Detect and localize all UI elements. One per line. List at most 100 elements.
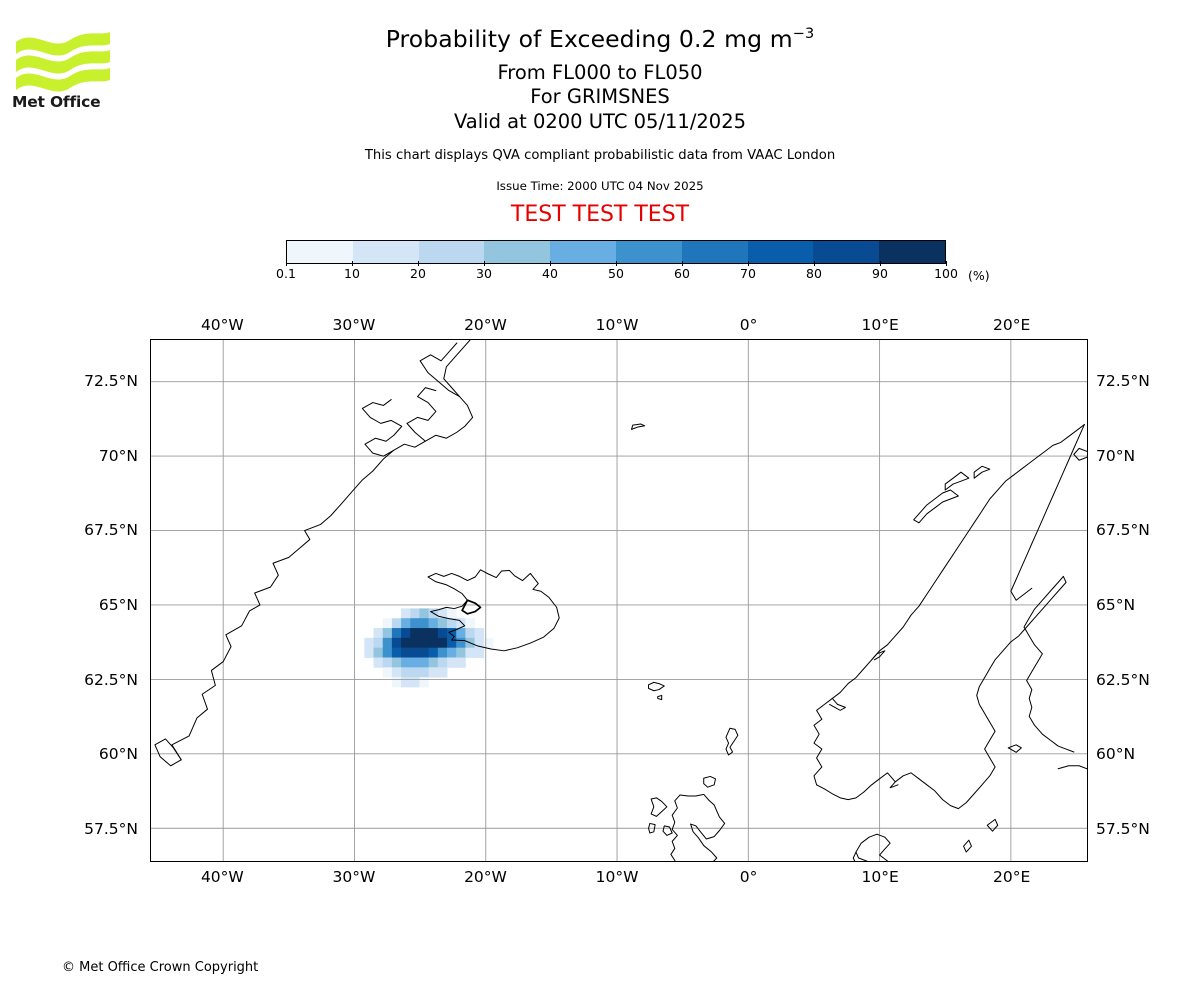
probability-cell [447,647,457,658]
lon-tick-bottom-20°W: 20°W [464,868,507,886]
lon-tick-bottom-10°W: 10°W [595,868,639,886]
lat-tick-right-57.5°N: 57.5°N [1096,820,1150,839]
title-block: Probability of Exceeding 0.2 mg m−3 From… [0,0,1200,227]
probability-cell [465,647,475,658]
probability-cell [391,667,402,678]
flight-level-subtitle: From FL000 to FL050 [497,60,703,84]
probability-cell [401,618,411,629]
probability-cell [456,647,466,658]
title-exponent: −3 [792,26,815,43]
probability-cell [419,657,430,668]
probability-cell [382,637,393,649]
coastline-denmark [855,833,891,861]
lon-tick-bottom-10°E: 10°E [861,868,899,886]
coastline-vesteralen [944,471,970,491]
colorbar-band-5 [615,241,682,263]
colorbar-band-2 [418,241,485,263]
lon-tick-top-10°E: 10°E [861,316,899,334]
probability-cell [428,647,439,658]
coastline-norway-sweden-border [1010,424,1085,601]
lat-tick-left-65°N: 65°N [98,595,138,614]
probability-cell [483,637,494,649]
colorbar-tickmark [748,261,749,266]
colorbar-tick-90: 90 [872,266,888,281]
probability-cell [410,637,420,649]
coastline-greenland-cape [154,738,182,767]
probability-cell [401,637,411,649]
colorbar-tick-80: 80 [806,266,822,281]
coastline-jutland-s [852,851,857,861]
probability-cell [437,608,448,619]
probability-cell [410,618,420,629]
lon-tick-bottom-30°W: 30°W [332,868,376,886]
lat-tick-right-67.5°N: 67.5°N [1096,521,1150,540]
chart-title: Probability of Exceeding 0.2 mg m−3 [385,25,815,53]
coastline-lofoten [913,489,959,524]
coastline-estonia-n [1057,765,1087,770]
lat-tick-left-62.5°N: 62.5°N [84,670,138,689]
probability-cell [382,628,393,639]
probability-cell [437,618,448,629]
coastline-sweden-east [894,575,1067,810]
probability-cell [382,667,393,678]
lon-tick-top-20°E: 20°E [993,316,1031,334]
probability-cell [437,667,448,678]
probability-cell [373,647,384,658]
coastline-scotland [679,793,726,861]
colorbar-band-9 [879,241,945,263]
probability-cell [428,628,439,639]
coastline-faroe [648,681,665,692]
colorbar-tick-100: 100 [934,266,958,281]
probability-cell [437,628,448,639]
coastline-oland [963,839,972,853]
map-plot-area[interactable] [150,339,1088,862]
colorbar-tickmark [550,261,551,266]
lat-tick-right-65°N: 65°N [1096,595,1136,614]
qva-note: This chart displays QVA compliant probab… [364,148,836,163]
lat-tick-left-72.5°N: 72.5°N [84,371,138,390]
probability-cell [447,608,457,619]
met-office-logo: Met Office [12,22,122,112]
probability-cell [428,657,439,668]
lon-tick-top-20°W: 20°W [464,316,507,334]
lon-tick-bottom-40°W: 40°W [200,868,244,886]
coastline-norway-west [813,424,1085,786]
probability-cell [465,628,475,639]
colorbar: 0.1 10 20 30 40 50 60 70 80 90 100 [276,240,958,284]
probability-cell [419,647,430,658]
colorbar-unit-label: (%) [968,268,990,283]
probability-cell [419,667,430,678]
probability-cell [456,618,466,629]
probability-cell [456,628,466,639]
probability-cell [419,618,430,629]
lat-tick-right-72.5°N: 72.5°N [1096,371,1150,390]
probability-cell [391,637,402,649]
lat-tick-left-60°N: 60°N [98,745,138,764]
coastline-orkney [703,775,716,788]
coastline-shetland [725,727,739,756]
probability-cell [410,628,420,639]
probability-cell [437,647,448,658]
probability-cell [419,677,430,688]
colorbar-tick-labels: 0.1 10 20 30 40 50 60 70 80 90 100 [276,261,958,284]
coastline-norway-fjord1 [829,697,846,711]
probability-cell [437,637,448,649]
coastline-greenland-east [171,340,474,761]
probability-cell [401,657,411,668]
coastline-norway-fjord2 [871,650,886,661]
coastline-greenland-inlet-a [361,399,403,457]
lon-tick-top-10°W: 10°W [595,316,639,334]
lat-tick-left-57.5°N: 57.5°N [84,820,138,839]
lat-tick-left-67.5°N: 67.5°N [84,521,138,540]
probability-cell [447,657,457,668]
probability-cell [401,628,411,639]
coastline-hebrides [650,797,668,817]
colorbar-band-3 [484,241,551,263]
lat-tick-right-70°N: 70°N [1096,446,1136,465]
colorbar-tick-10: 10 [344,266,360,281]
colorbar-tick-40: 40 [542,266,558,281]
colorbar-tickmark [946,261,947,266]
coastline-finland-bothnia [1023,575,1075,753]
probability-cell [474,637,485,649]
logo-waves-icon: Met Office [12,32,110,111]
